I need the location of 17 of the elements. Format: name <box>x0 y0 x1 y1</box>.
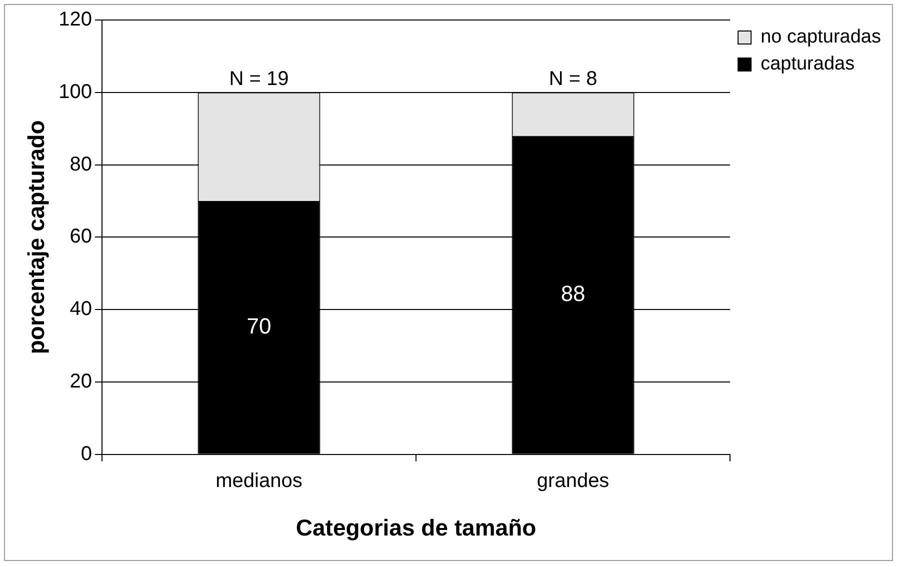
y-tick-label: 120 <box>58 8 92 31</box>
annotation: N = 19 <box>229 68 289 90</box>
legend-label: no capturadas <box>760 26 881 48</box>
x-tick-label: grandes <box>536 470 610 492</box>
annotation: N = 8 <box>548 68 598 90</box>
y-tick-label: 80 <box>70 153 92 176</box>
y-tick-label: 40 <box>70 298 92 320</box>
data-label: 70 <box>246 314 272 339</box>
data-label: 88 <box>560 280 586 306</box>
y-tick-label: 0 <box>80 442 92 465</box>
x-axis-title: Categorias de tamaño <box>296 514 536 541</box>
legend-label: capturadas <box>760 54 855 75</box>
x-tick-label: medianos <box>216 470 302 492</box>
y-tick-label: 20 <box>70 370 92 393</box>
y-tick-label: 100 <box>58 80 92 103</box>
y-tick-label: 60 <box>70 226 92 248</box>
y-axis-title: porcentaje capturado <box>23 120 50 354</box>
